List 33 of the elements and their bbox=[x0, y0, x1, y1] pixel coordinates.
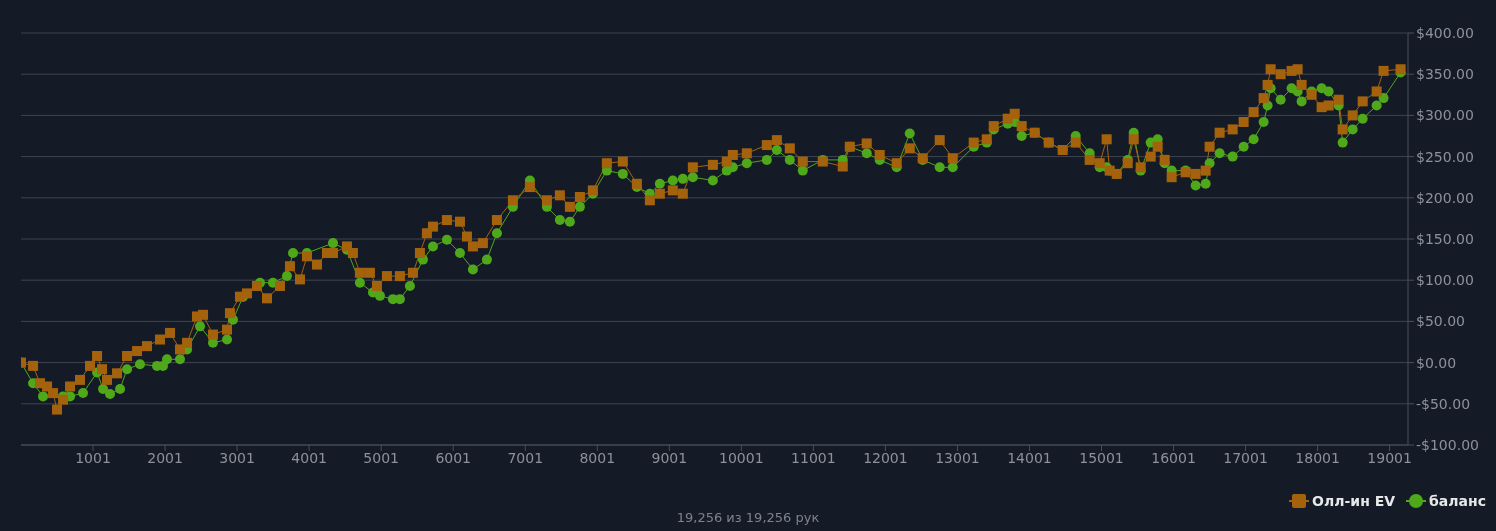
y-tick-label: $400.00 bbox=[1416, 24, 1474, 41]
x-tick-label: 7001 bbox=[507, 449, 544, 466]
y-tick-label: -$50.00 bbox=[1416, 395, 1471, 412]
y-tick-label: $150.00 bbox=[1416, 230, 1474, 247]
x-tick-label: 5001 bbox=[363, 449, 399, 466]
y-tick-label: $200.00 bbox=[1416, 189, 1474, 206]
legend-label: Олл-ин EV bbox=[1311, 492, 1396, 510]
text: 19,256 из 19,256 рук bbox=[675, 510, 821, 525]
x-tick-label: 16001 bbox=[1151, 449, 1196, 466]
x-tick-label: 14001 bbox=[1007, 449, 1052, 466]
x-tick-label: 4001 bbox=[291, 449, 327, 466]
x-tick-label: 9001 bbox=[651, 449, 688, 466]
legend-label: баланс bbox=[1428, 492, 1486, 510]
y-tick-label: $350.00 bbox=[1416, 66, 1474, 83]
y-tick-label: $50.00 bbox=[1416, 313, 1465, 330]
x-tick-label: 17001 bbox=[1223, 449, 1268, 466]
x-tick-label: 2001 bbox=[147, 449, 183, 466]
x-tick-label: 18001 bbox=[1295, 449, 1340, 466]
y-tick-label: $100.00 bbox=[1416, 272, 1474, 289]
x-tick-label: 6001 bbox=[435, 449, 472, 466]
y-tick-label: $250.00 bbox=[1416, 148, 1474, 165]
x-tick-label: 3001 bbox=[219, 449, 255, 466]
y-tick-label: $0.00 bbox=[1416, 354, 1457, 371]
x-tick-label: 13001 bbox=[935, 449, 980, 466]
x-tick-label: 10001 bbox=[719, 449, 764, 466]
x-tick-label: 19001 bbox=[1367, 449, 1412, 466]
x-tick-label: 11001 bbox=[791, 449, 836, 466]
y-tick-label: $300.00 bbox=[1416, 107, 1474, 124]
x-tick-label: 12001 bbox=[863, 449, 908, 466]
x-tick-label: 1001 bbox=[75, 449, 111, 466]
x-tick-label: 8001 bbox=[579, 449, 616, 466]
y-tick-label: -$100.00 bbox=[1416, 436, 1479, 453]
x-tick-label: 15001 bbox=[1079, 449, 1124, 466]
